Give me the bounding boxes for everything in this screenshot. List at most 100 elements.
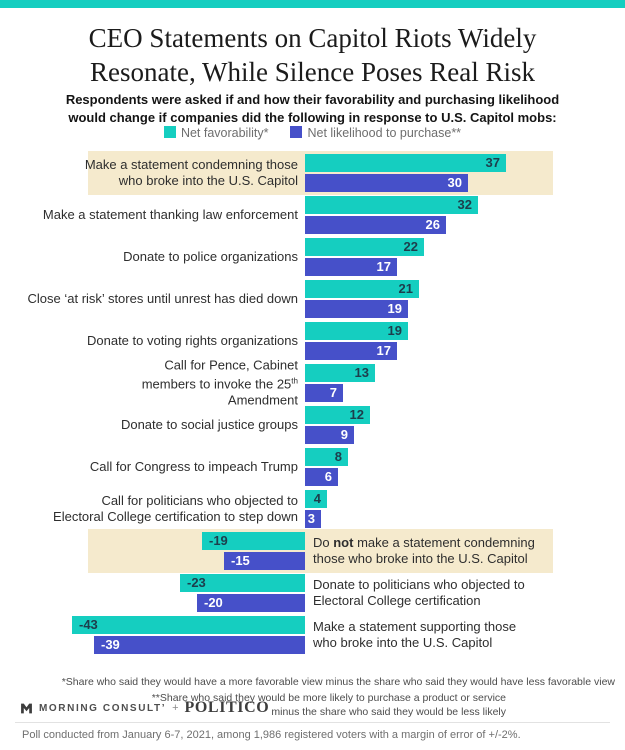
- row-label: Call for politicians who objected to Elec…: [53, 493, 298, 524]
- bar-net-purchase: -39: [94, 636, 305, 654]
- chart-row: Donate to voting rights organizations 19 1…: [0, 322, 625, 360]
- chart-row: Call for Congress to impeach Trump 8 6: [0, 448, 625, 486]
- bar-value-label: 19: [387, 323, 402, 338]
- bar-net-favorability: 32: [305, 196, 478, 214]
- page-subtitle-line2: would change if companies did the follow…: [68, 110, 557, 125]
- legend-label-net-purchase: Net likelihood to purchase**: [307, 126, 462, 140]
- chart-row: Close ‘at risk’ stores until unrest has …: [0, 280, 625, 318]
- bar-net-purchase: 9: [305, 426, 354, 444]
- bar-value-label: 4: [313, 491, 321, 506]
- bar-value-label: -19: [209, 533, 228, 548]
- row-label: Make a statement supporting those who bro…: [313, 619, 517, 650]
- brand-top-stripe: [0, 0, 625, 8]
- bar-net-favorability: 4: [305, 490, 327, 508]
- bar-net-favorability: -23: [180, 574, 305, 592]
- bar-value-label: -43: [79, 617, 98, 632]
- bar-net-purchase: 26: [305, 216, 446, 234]
- bar-net-favorability: -19: [202, 532, 305, 550]
- chart-row: Donate to social justice groups 12 9: [0, 406, 625, 444]
- row-label: Make a statement condemning those who bro…: [84, 157, 298, 188]
- bar-value-label: 12: [349, 407, 364, 422]
- bar-net-purchase: -15: [224, 552, 305, 570]
- bar-value-label: -39: [101, 637, 120, 652]
- row-label: Donate to voting rights organizations: [86, 333, 298, 348]
- chart-row: Call for politicians who objected to Elec…: [0, 490, 625, 528]
- bar-value-label: 8: [334, 449, 342, 464]
- chart-legend: Net favorability* Net likelihood to purc…: [0, 125, 625, 140]
- chart-row: Make a statement condemning those who bro…: [0, 151, 625, 195]
- page-title-line1: CEO Statements on Capitol Riots Widely: [88, 23, 537, 53]
- bar-net-purchase: 7: [305, 384, 343, 402]
- bar-value-label: 30: [447, 175, 462, 190]
- chart-row: Donate to police organizations 22 17: [0, 238, 625, 276]
- bar-value-label: 6: [324, 469, 332, 484]
- bar-net-purchase: 6: [305, 468, 338, 486]
- bar-value-label: 37: [485, 155, 500, 170]
- chart-row: Make a statement thanking law enforcemen…: [0, 196, 625, 234]
- bar-net-favorability: 8: [305, 448, 348, 466]
- bar-net-favorability: 22: [305, 238, 424, 256]
- footnote-purchase-line2: minus the share who said they would be l…: [271, 706, 506, 718]
- chart-row: Call for Pence, Cabinet members to invoke…: [0, 357, 625, 408]
- row-label: Make a statement thanking law enforcemen…: [42, 207, 298, 222]
- bar-net-purchase: 17: [305, 258, 397, 276]
- chart-row: Donate to politicians who objected to Ele…: [0, 574, 625, 612]
- page-title: CEO Statements on Capitol Riots Widely R…: [0, 21, 625, 89]
- net-favorability-swatch-icon: [163, 125, 176, 138]
- bar-value-label: -15: [231, 553, 250, 568]
- legend-label-net-favorability: Net favorability*: [180, 126, 269, 140]
- bar-chart: Make a statement condemning those who bro…: [0, 151, 625, 658]
- bar-value-label: -20: [204, 595, 223, 610]
- bar-net-purchase: 19: [305, 300, 408, 318]
- bar-value-label: 9: [340, 427, 348, 442]
- bar-net-favorability: -43: [72, 616, 305, 634]
- row-label: Close ‘at risk’ stores until unrest has …: [27, 291, 298, 306]
- footnote-purchase-line1: **Share who said they would be more like…: [151, 692, 506, 704]
- morning-consult-logo-icon: [21, 703, 32, 713]
- bar-net-purchase: 17: [305, 342, 397, 360]
- bar-value-label: 17: [376, 343, 391, 358]
- footnote-favorability: *Share who said they would have a more f…: [61, 676, 615, 688]
- bar-net-favorability: 12: [305, 406, 370, 424]
- page-subtitle: Respondents were asked if and how their …: [0, 91, 625, 127]
- bar-value-label: 19: [387, 301, 402, 316]
- bar-value-label: 26: [425, 217, 440, 232]
- footer-divider: [15, 722, 610, 723]
- footnote-purchase: **Share who said they would be more like…: [152, 691, 506, 719]
- logo-plus-separator: +: [172, 702, 179, 714]
- row-label: Call for Congress to impeach Trump: [89, 459, 298, 474]
- row-label: Do not make a statement condemning those …: [313, 535, 535, 566]
- bar-value-label: 17: [376, 259, 391, 274]
- bar-value-label: -23: [187, 575, 206, 590]
- bar-value-label: 13: [354, 365, 369, 380]
- legend-item-net-purchase: Net likelihood to purchase**: [290, 125, 462, 140]
- bar-net-purchase: 30: [305, 174, 468, 192]
- bar-net-purchase: 3: [305, 510, 321, 528]
- row-label: Donate to police organizations: [123, 249, 298, 264]
- poll-methodology-note: Poll conducted from January 6-7, 2021, a…: [22, 729, 521, 741]
- politico-logo: POLITICO: [184, 699, 270, 716]
- bar-net-favorability: 21: [305, 280, 419, 298]
- source-logos: MORNING CONSULT’ + POLITICO: [20, 699, 269, 717]
- page-subtitle-line1: Respondents were asked if and how their …: [65, 92, 560, 107]
- bar-net-purchase: -20: [197, 594, 305, 612]
- bar-value-label: 22: [403, 239, 418, 254]
- bar-value-label: 7: [329, 385, 337, 400]
- net-purchase-swatch-icon: [290, 125, 303, 138]
- legend-item-net-favorability: Net favorability*: [163, 125, 269, 140]
- morning-consult-logo: MORNING CONSULT’: [39, 702, 167, 714]
- bar-value-label: 3: [307, 511, 315, 526]
- bar-value-label: 21: [398, 281, 413, 296]
- bar-net-favorability: 37: [305, 154, 506, 172]
- row-label: Donate to politicians who objected to Ele…: [313, 577, 525, 608]
- bar-net-favorability: 19: [305, 322, 408, 340]
- bar-net-favorability: 13: [305, 364, 375, 382]
- row-label: Call for Pence, Cabinet members to invoke…: [141, 357, 298, 408]
- chart-row: Do not make a statement condemning those …: [0, 529, 625, 573]
- page-title-line2: Resonate, While Silence Poses Real Risk: [90, 57, 535, 87]
- bar-value-label: 32: [457, 197, 472, 212]
- chart-row: Make a statement supporting those who bro…: [0, 616, 625, 654]
- row-highlight: [88, 529, 553, 573]
- row-label: Donate to social justice groups: [120, 417, 298, 432]
